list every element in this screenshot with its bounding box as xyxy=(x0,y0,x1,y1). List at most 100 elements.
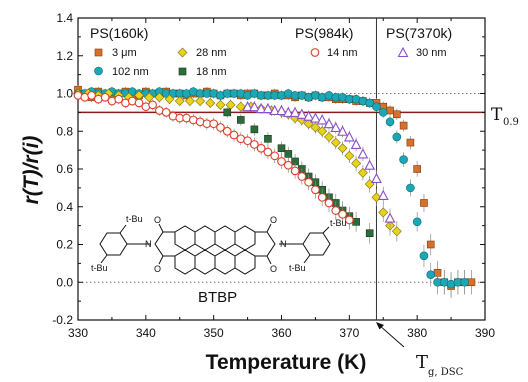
data-point xyxy=(331,206,341,215)
perylene-core-ring xyxy=(174,225,196,251)
x-axis-title: Temperature (K) xyxy=(206,351,367,374)
plot-area xyxy=(77,17,486,321)
data-point xyxy=(406,138,415,147)
data-point xyxy=(255,102,267,114)
data-point xyxy=(264,135,272,143)
legend-entry-102nm: 102 nm xyxy=(94,66,149,78)
y-tick-label: 0.8 xyxy=(56,124,73,138)
carbonyl-bond xyxy=(158,223,164,233)
data-point xyxy=(154,92,165,103)
imide-ring-right xyxy=(255,231,276,257)
y-tick-label: 0.2 xyxy=(56,238,73,252)
data-point xyxy=(364,159,376,170)
legend-label-18nm: 18 nm xyxy=(196,66,227,78)
data-point xyxy=(161,108,171,117)
data-point xyxy=(384,212,396,223)
data-point xyxy=(250,140,259,149)
legend: PS(160k) PS(984k) PS(7370k) 3 μm 102 nm … xyxy=(90,25,452,78)
data-point xyxy=(323,118,335,129)
nitrogen-label: N xyxy=(280,239,287,249)
data-point xyxy=(426,270,436,280)
data-point xyxy=(386,106,394,115)
legend-entry-3um: 3 μm xyxy=(94,47,137,59)
data-point xyxy=(324,198,334,208)
data-point xyxy=(317,192,327,202)
axis-ticks: 330 340 350 360 370 380 390 -0.2 0.0 0.2 0.4 0.6 0.8… xyxy=(52,11,495,340)
x-tick-label: 370 xyxy=(339,326,359,340)
y-tick-label: 0.6 xyxy=(56,162,73,176)
data-point xyxy=(399,121,408,130)
legend-marker-circle-icon xyxy=(94,66,103,76)
tbu-label: t-Bu xyxy=(330,218,347,228)
data-point xyxy=(467,278,476,287)
data-point xyxy=(223,108,232,117)
data-point xyxy=(277,144,286,153)
data-point xyxy=(460,277,469,287)
data-point xyxy=(330,137,341,148)
data-point xyxy=(243,136,252,146)
data-point xyxy=(371,172,382,183)
x-tick-label: 360 xyxy=(271,326,291,340)
x-tick-label: 380 xyxy=(407,326,427,340)
tbu-bond xyxy=(303,254,311,264)
data-point xyxy=(148,100,157,110)
series-30-nm xyxy=(242,101,396,228)
tbu-label: t-Bu xyxy=(289,263,306,273)
data-point xyxy=(338,209,347,219)
carbonyl-bond xyxy=(266,223,272,233)
perylene-core-ring xyxy=(214,249,236,275)
data-point xyxy=(317,126,328,137)
legend-entry-18nm: 18 nm xyxy=(178,66,227,78)
x-tick-label: 340 xyxy=(136,326,156,340)
data-point xyxy=(350,138,362,150)
data-point xyxy=(419,251,429,261)
legend-marker-square-icon xyxy=(94,48,103,57)
oxygen-label: O xyxy=(270,215,277,225)
data-point xyxy=(195,96,206,106)
x-tick-label: 350 xyxy=(204,326,224,340)
data-point xyxy=(284,150,293,158)
data-point xyxy=(134,98,144,108)
data-point xyxy=(144,92,155,103)
data-point xyxy=(378,207,389,218)
y-axis-title: r(T)/r(i) xyxy=(20,136,43,205)
perylene-core-ring xyxy=(174,249,196,275)
legend-label-28nm: 28 nm xyxy=(196,47,227,59)
data-point xyxy=(282,106,294,117)
data-point xyxy=(114,94,124,104)
carbonyl-bond xyxy=(266,255,272,265)
data-point xyxy=(303,110,315,121)
y-tick-label: 1.4 xyxy=(56,11,73,25)
data-point xyxy=(337,125,348,136)
data-point xyxy=(242,101,253,112)
data-point xyxy=(385,117,395,127)
legend-label-3um: 3 μm xyxy=(112,47,137,59)
y-tick-label: 0.0 xyxy=(56,275,73,289)
tg-dsc-label-sub: g, DSC xyxy=(428,367,464,378)
data-point xyxy=(344,215,354,225)
legend-group-title-ps7370k: PS(7370k) xyxy=(386,25,452,41)
data-point xyxy=(269,104,281,116)
tg-dsc-annotation: T g, DSC xyxy=(376,322,464,378)
data-point xyxy=(324,131,334,142)
data-point xyxy=(296,108,308,119)
legend-entry-14nm: 14 nm xyxy=(310,47,358,59)
data-point xyxy=(365,98,374,108)
data-point xyxy=(316,114,328,125)
data-point xyxy=(343,131,355,142)
data-point xyxy=(209,119,219,129)
x-tick-label: 330 xyxy=(68,326,88,340)
oxygen-label: O xyxy=(270,264,277,274)
legend-group-title-ps160k: PS(160k) xyxy=(90,25,148,41)
data-point xyxy=(304,177,313,187)
perylene-core-ring xyxy=(214,225,236,251)
data-point xyxy=(357,167,368,178)
data-point xyxy=(310,122,321,133)
imide-ring-left xyxy=(154,231,175,257)
oxygen-label: O xyxy=(154,264,161,274)
data-point xyxy=(344,150,355,161)
tbu-bond xyxy=(119,224,127,234)
perylene-core-ring xyxy=(194,225,216,251)
data-point xyxy=(371,192,382,203)
